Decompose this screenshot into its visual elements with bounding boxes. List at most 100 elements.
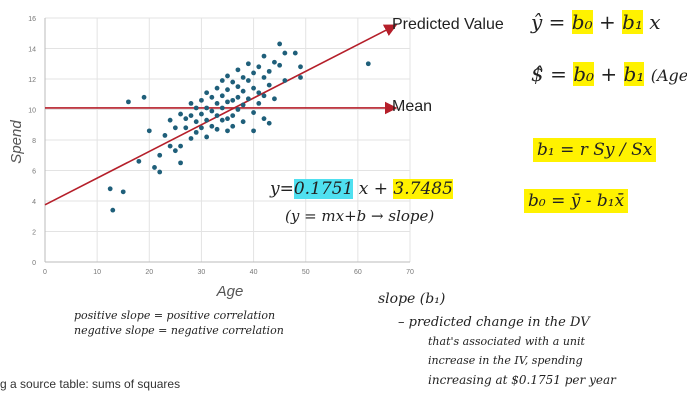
data-point — [292, 50, 298, 56]
data-point — [251, 128, 256, 134]
data-point — [193, 105, 199, 111]
x-tick-label: 20 — [145, 269, 153, 276]
data-point — [266, 120, 272, 126]
y-tick-label: 12 — [28, 77, 36, 84]
data-point — [204, 90, 210, 96]
data-point — [183, 116, 189, 122]
data-point — [240, 119, 246, 125]
negative-slope-note: negative slope = negative correlation — [74, 324, 284, 337]
data-point — [251, 110, 256, 115]
data-point — [235, 107, 241, 112]
formula-yhat-x: x — [649, 10, 661, 34]
eq-intercept-value: 3.7485 — [393, 179, 453, 199]
x-tick-label: 0 — [43, 269, 47, 276]
data-point — [256, 64, 262, 70]
formula-yhat-lhs: ŷ = — [531, 10, 566, 34]
page-caption: g a source table: sums of squares — [0, 377, 181, 391]
axes — [44, 18, 410, 263]
eq-slope-value: 0.1751 — [293, 179, 354, 199]
x-axis-label: Age — [216, 283, 244, 300]
data-point — [188, 113, 194, 118]
data-point — [172, 125, 178, 131]
x-tick-label: 50 — [302, 269, 310, 276]
data-point — [178, 160, 183, 166]
data-point — [235, 67, 241, 73]
x-tick-label: 10 — [93, 269, 101, 276]
slope-form-note: (y = mx+b → slope) — [285, 207, 435, 225]
data-point — [256, 101, 262, 106]
data-point — [277, 62, 283, 68]
data-point — [214, 85, 220, 91]
data-point — [298, 64, 303, 70]
data-point — [272, 96, 277, 102]
formula-yhat: ŷ = b₀ + b₁ x — [531, 10, 661, 34]
data-point — [152, 165, 157, 170]
data-point — [141, 94, 147, 100]
data-point — [209, 108, 215, 114]
data-point — [162, 133, 168, 138]
data-point — [235, 84, 241, 90]
data-point — [188, 136, 194, 141]
data-point — [199, 111, 204, 117]
data-point — [178, 111, 183, 117]
y-tick-label: 6 — [32, 169, 36, 176]
eq-mid: x + — [358, 179, 388, 199]
formula-spend-b1: b₁ — [623, 62, 645, 86]
data-point — [214, 113, 220, 118]
y-tick-label: 14 — [28, 47, 36, 54]
slope-desc-line4: increasing at $0.1751 per year — [428, 373, 616, 387]
y-tick-label: 8 — [32, 138, 36, 145]
data-point — [245, 78, 251, 83]
data-point — [245, 61, 251, 67]
formula-spend-age: (Age) — [650, 66, 687, 85]
data-point — [188, 101, 194, 106]
data-point — [225, 128, 230, 134]
data-point — [225, 73, 230, 79]
data-point — [167, 143, 173, 149]
data-point — [245, 96, 251, 102]
data-point — [261, 93, 267, 99]
slope-desc-line3: increase in the IV, spending — [428, 354, 583, 367]
grid-lines — [44, 17, 411, 263]
data-point — [219, 93, 225, 99]
data-point — [251, 70, 256, 76]
positive-slope-note: positive slope = positive correlation — [74, 309, 276, 322]
data-point — [256, 90, 262, 96]
y-tick-label: 16 — [28, 16, 36, 23]
data-point — [365, 61, 371, 67]
data-point — [219, 105, 225, 111]
data-point — [230, 113, 236, 118]
data-point — [204, 117, 210, 123]
data-point — [230, 97, 236, 103]
data-point — [225, 116, 230, 122]
data-point — [199, 125, 204, 131]
tick-labels: 0 2 4 6 8 10 12 14 16 0 10 20 30 40 50 60 70 — [28, 16, 414, 276]
data-point — [261, 116, 267, 122]
data-point — [136, 158, 142, 164]
data-point — [214, 101, 220, 106]
data-point — [282, 78, 288, 83]
data-point — [214, 126, 220, 132]
slope-title: slope (b₁) — [378, 291, 446, 307]
trend-lines — [44, 24, 398, 206]
data-point — [209, 94, 215, 100]
data-points — [107, 41, 371, 213]
data-point — [277, 41, 283, 47]
regression-equation: y=0.1751 x + 3.7485 — [270, 179, 453, 199]
data-point — [251, 85, 256, 91]
data-point — [157, 169, 163, 175]
eq-prefix: y= — [270, 179, 294, 199]
data-point — [219, 117, 225, 123]
data-point — [126, 99, 131, 105]
y-tick-label: 2 — [32, 230, 36, 237]
formula-b0-definition: b₀ = ȳ - b₁x̄ — [524, 189, 629, 213]
data-point — [193, 129, 199, 135]
formula-spend: $̂ = b₀ + b₁ (Age) — [531, 62, 687, 86]
data-point — [225, 87, 230, 93]
data-point — [282, 50, 288, 56]
data-point — [107, 186, 113, 192]
y-axis-label: Spend — [8, 120, 25, 164]
data-point — [110, 207, 116, 213]
formula-yhat-plus: + — [598, 10, 616, 34]
